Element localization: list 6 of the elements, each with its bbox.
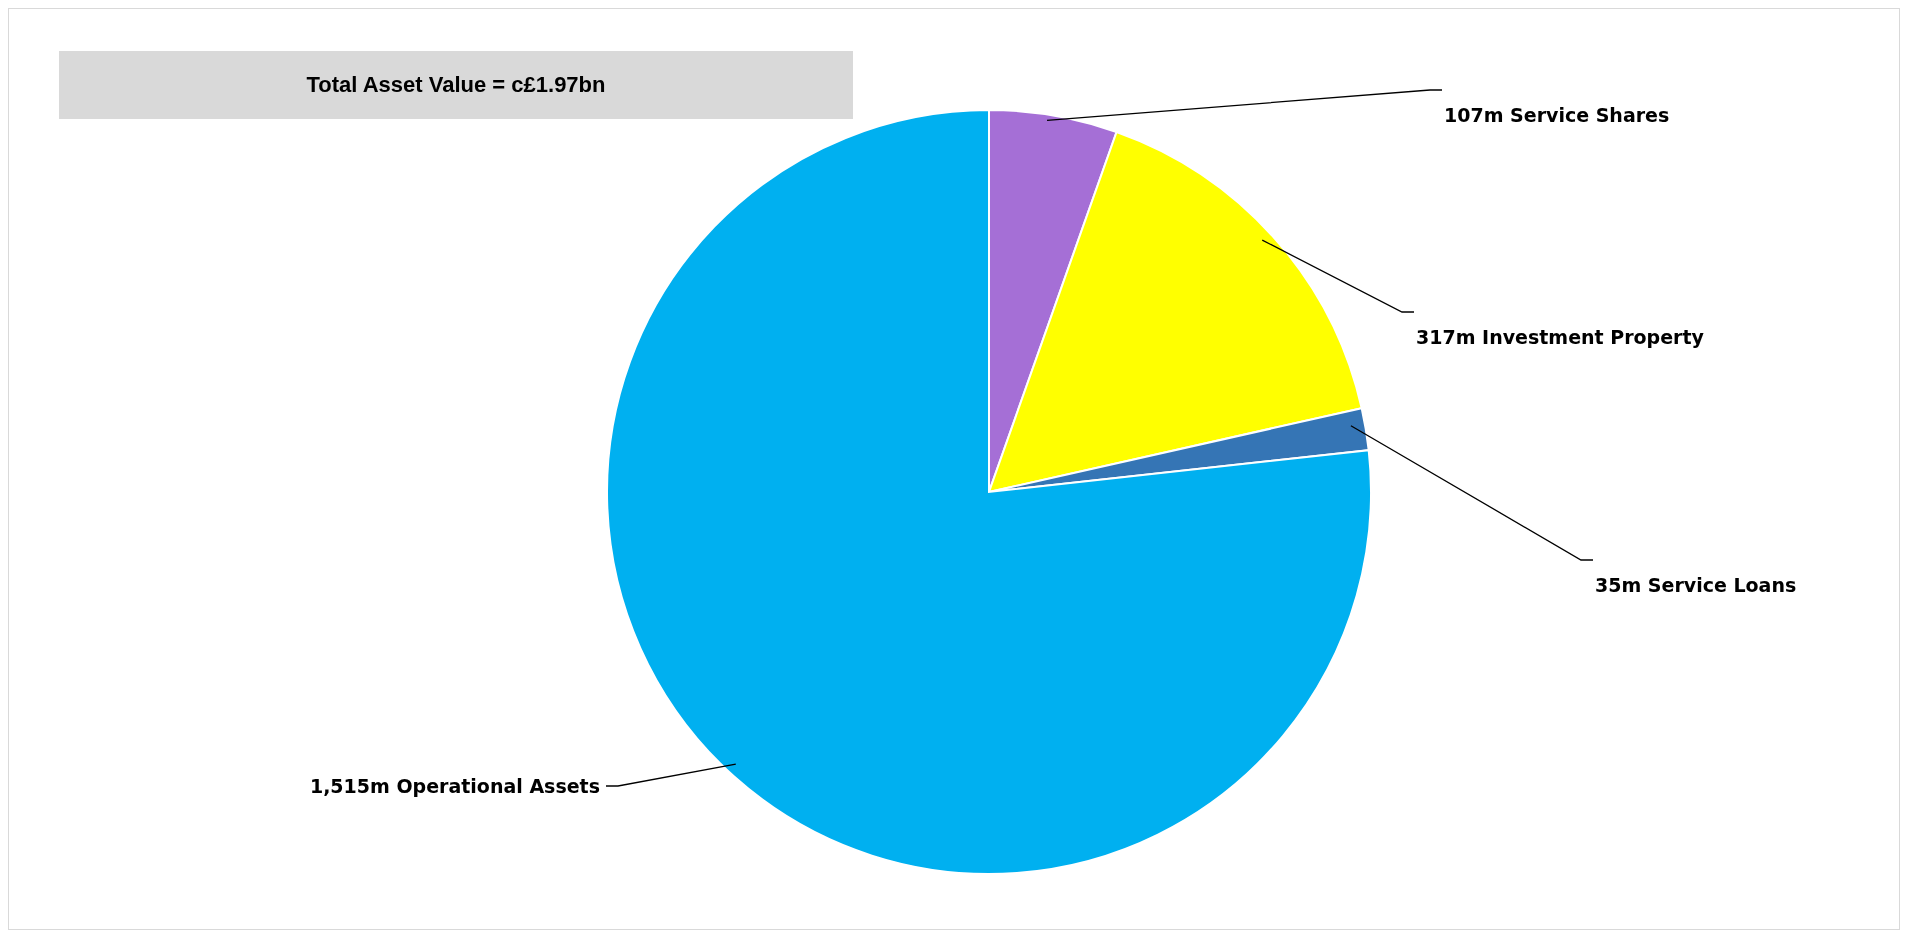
slice-label: 1,515m Operational Assets <box>309 775 600 797</box>
pie-slice <box>606 109 1372 875</box>
slice-label: 317m Investment Property <box>1416 326 1705 348</box>
slice-label: 35m Service Loans <box>1595 574 1797 596</box>
chart-title: Total Asset Value = c£1.97bn <box>59 51 853 119</box>
slice-label: 107m Service Shares <box>1444 104 1670 126</box>
